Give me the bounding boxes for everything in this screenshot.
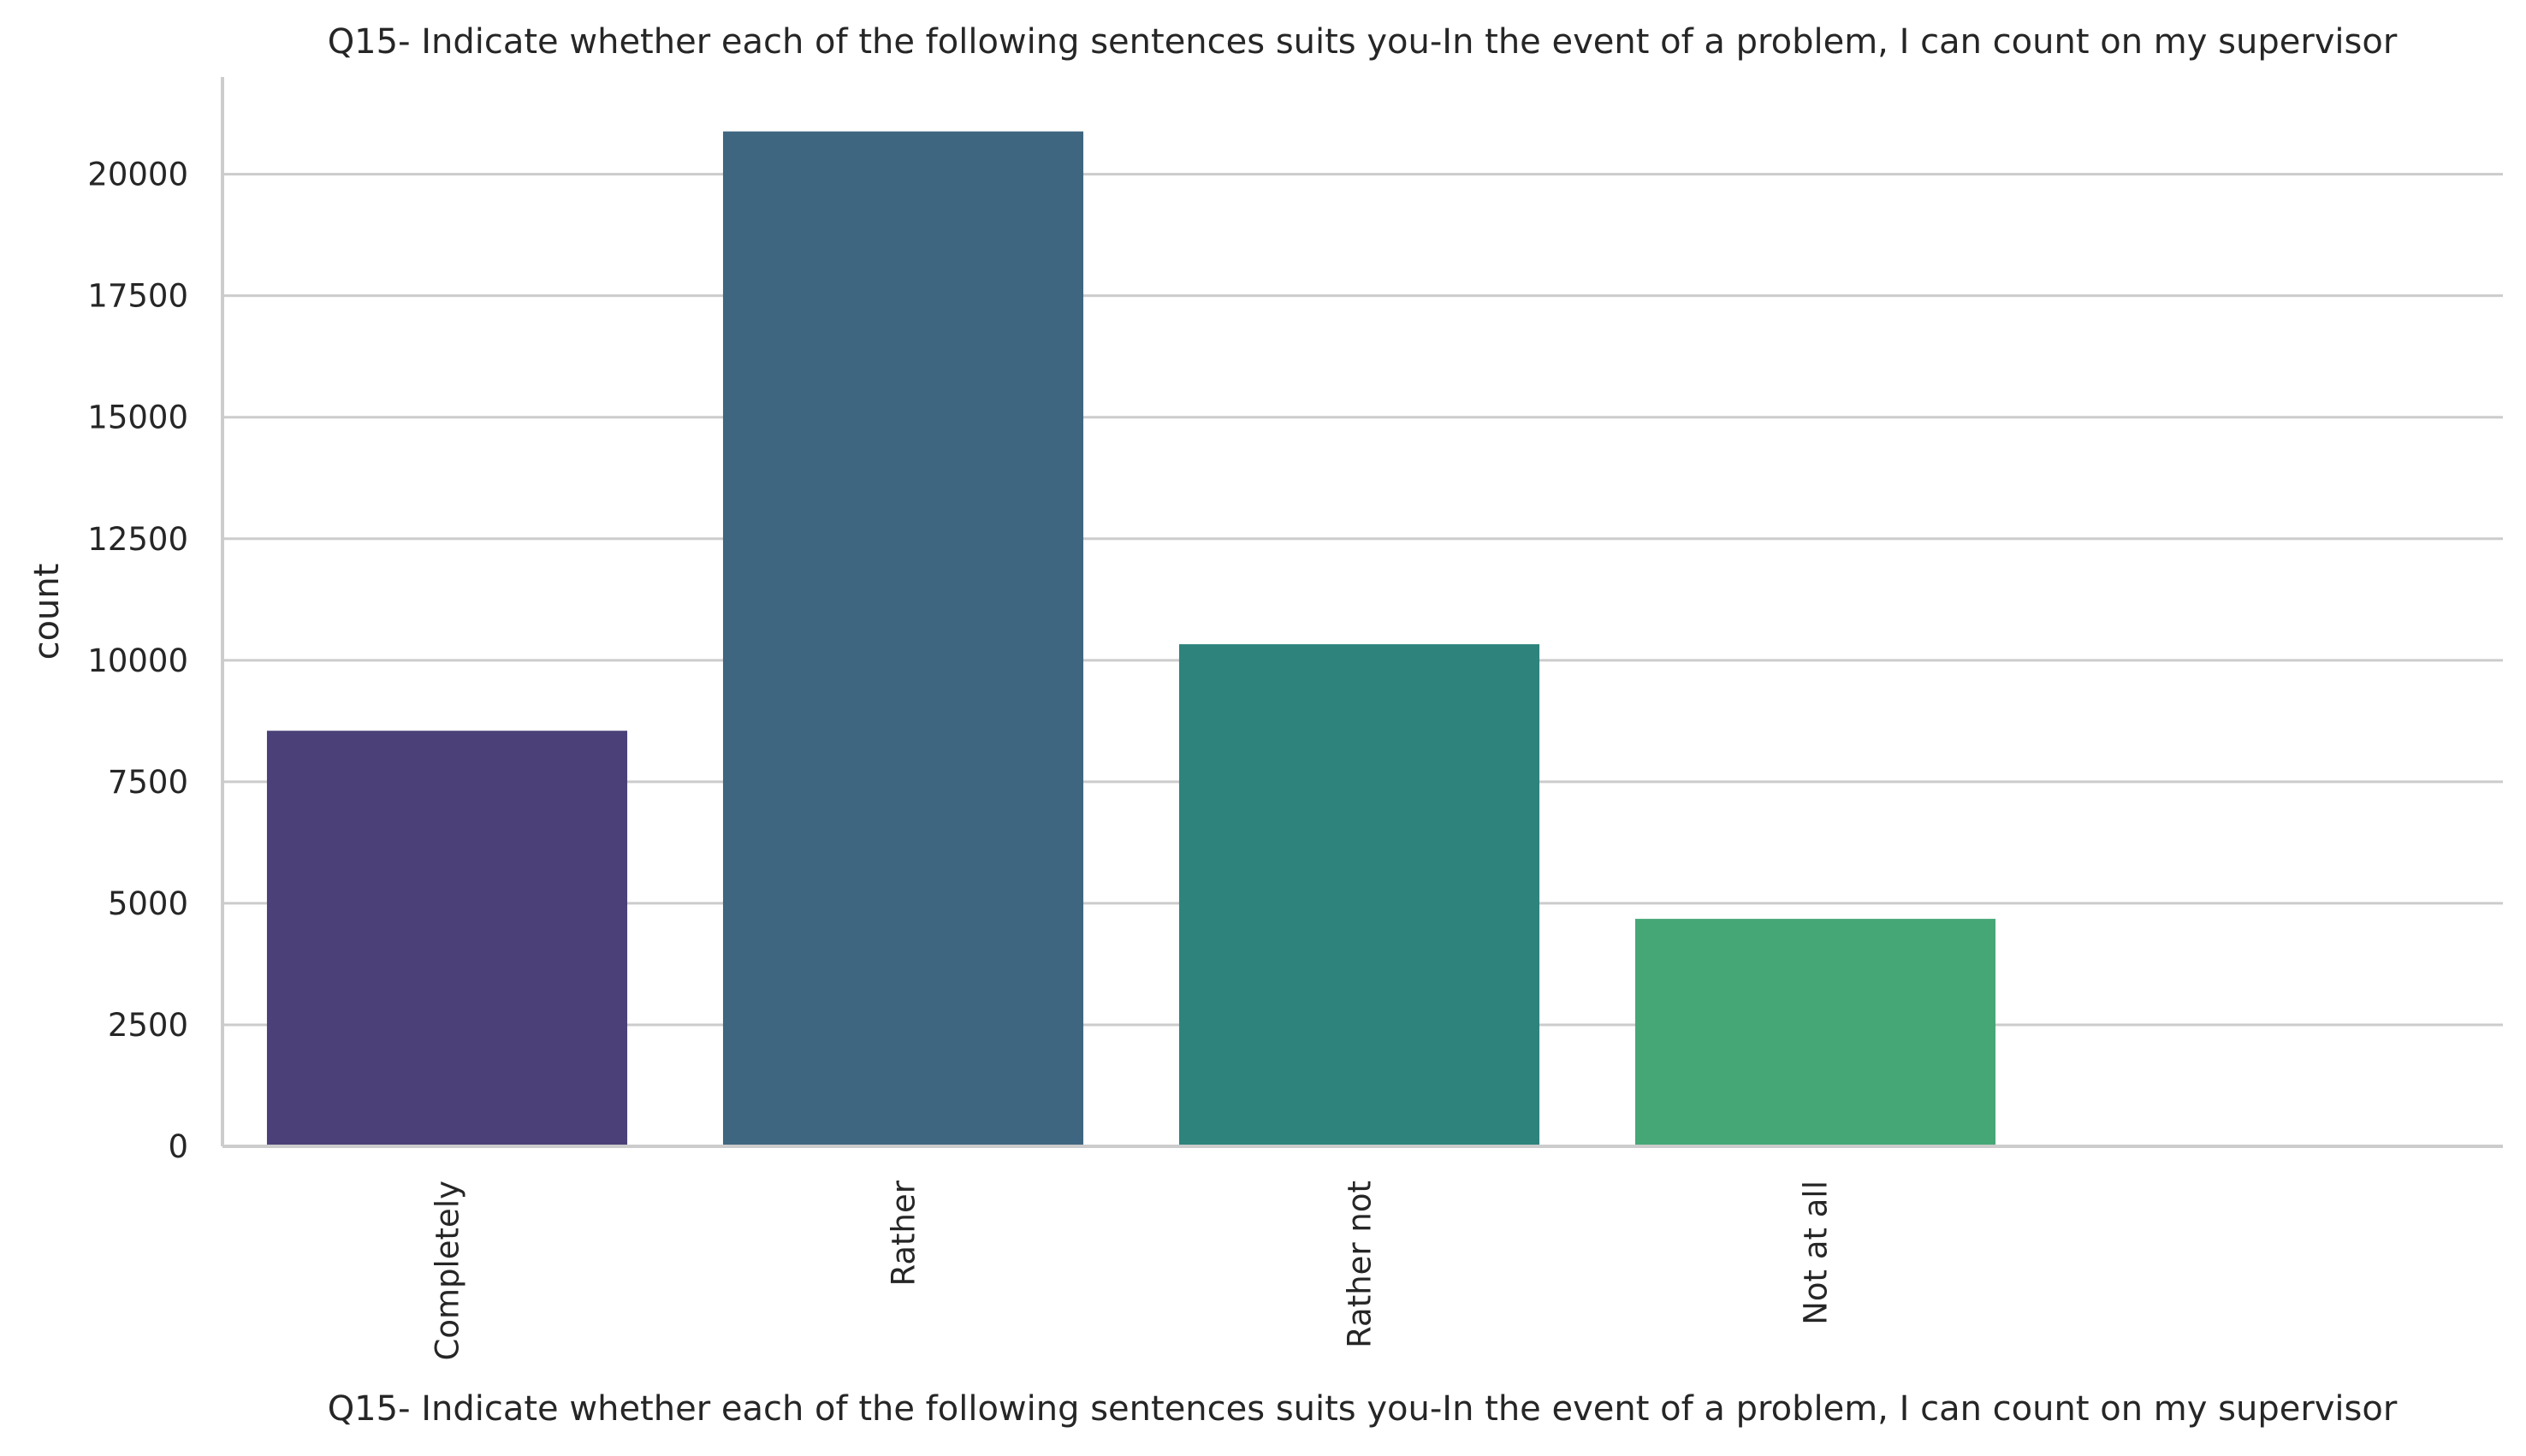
chart-title: Q15- Indicate whether each of the follow… (328, 22, 2398, 62)
bar-not-at-all (1634, 919, 1996, 1146)
bar-completely (266, 731, 628, 1146)
y-tick-label: 12500 (87, 521, 188, 558)
x-axis-label: Q15- Indicate whether each of the follow… (328, 1389, 2398, 1429)
bar-rather (722, 131, 1084, 1147)
x-tick-label: Rather (886, 1180, 922, 1286)
bar-rather-not (1178, 644, 1540, 1146)
y-tick-labels: 0 2500 5000 7500 10000 12500 15000 17500 20000 (87, 157, 188, 1165)
y-tick-label: 7500 (108, 764, 188, 801)
x-tick-label: Not at all (1798, 1181, 1835, 1325)
y-axis-label: count (27, 564, 67, 660)
x-tick-label: Completely (430, 1181, 466, 1361)
x-tick-labels: Completely Rather Rather not Not at all (430, 1180, 1835, 1360)
y-tick-label: 20000 (87, 157, 188, 193)
y-tick-label: 0 (168, 1128, 188, 1165)
bars (266, 131, 1996, 1147)
y-tick-label: 2500 (108, 1007, 188, 1044)
y-tick-label: 5000 (108, 885, 188, 922)
x-tick-label: Rather not (1342, 1181, 1379, 1348)
y-tick-label: 15000 (87, 400, 188, 436)
y-tick-label: 10000 (87, 642, 188, 679)
y-tick-label: 17500 (87, 278, 188, 315)
